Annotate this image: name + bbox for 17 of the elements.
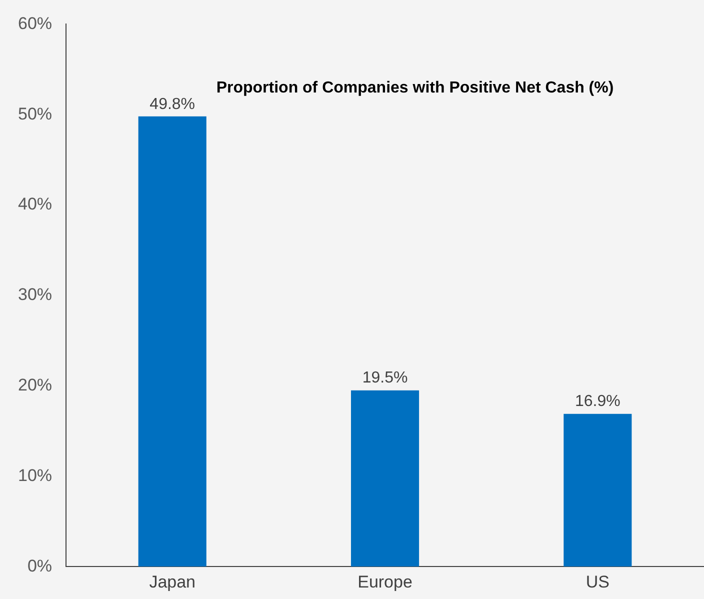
- x-tick-label: Europe: [358, 572, 412, 592]
- data-label: 16.9%: [574, 393, 620, 410]
- data-label: 19.5%: [362, 370, 408, 387]
- y-tick-label: 30%: [18, 285, 52, 304]
- y-tick-label: 40%: [18, 194, 52, 214]
- y-tick-label: 50%: [18, 104, 52, 124]
- data-label: 49.8%: [150, 96, 196, 113]
- x-tick-label: US: [586, 572, 610, 592]
- y-tick-label: 0%: [27, 556, 52, 576]
- text: Proportion of Companies with Positive Net Cash (%): [216, 80, 614, 97]
- bar: [350, 390, 420, 567]
- y-tick-label: 10%: [18, 466, 52, 485]
- x-tick-label: Japan: [149, 572, 196, 592]
- y-tick-label: 60%: [18, 14, 52, 33]
- bar: [138, 116, 206, 567]
- bar: [564, 414, 632, 567]
- y-tick-label: 20%: [18, 375, 52, 394]
